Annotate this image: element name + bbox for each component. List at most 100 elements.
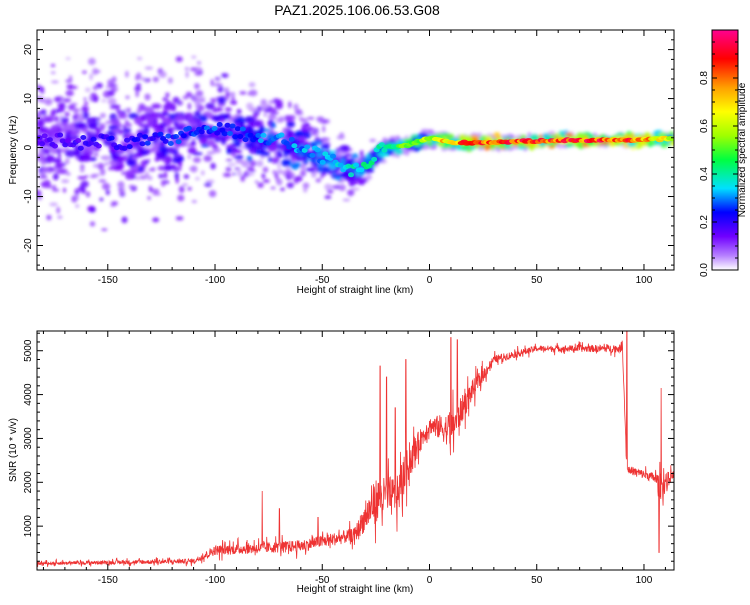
spectrogram-blob — [271, 121, 276, 129]
spectrogram-speckle — [152, 192, 162, 196]
spectrogram-ridge-cell — [221, 131, 228, 137]
y-tick-label: 1000 — [23, 515, 34, 538]
spectrogram-speckle — [79, 167, 85, 173]
spectrogram-blob — [196, 121, 203, 129]
spectrogram-speckle — [88, 57, 96, 66]
x-tick-label: 50 — [531, 575, 543, 586]
spectrogram-speckle — [82, 70, 87, 74]
spectrogram-speckle — [175, 56, 183, 62]
spectrogram-speckle — [63, 187, 66, 193]
spectrogram-blob — [268, 157, 272, 162]
spectrogram-speckle — [158, 173, 164, 179]
spectrogram-blob — [55, 161, 63, 169]
spectrogram-blob — [236, 117, 242, 122]
spectrogram-blob — [335, 176, 342, 181]
spectrogram-speckle — [99, 112, 106, 119]
spectrogram-speckle — [248, 82, 256, 88]
spectrogram-ridge-cell — [203, 125, 210, 131]
spectrogram-speckle — [205, 179, 215, 184]
spectrogram-speckle — [83, 97, 87, 101]
spectrogram-speckle — [65, 157, 70, 165]
spectrogram-speckle — [267, 114, 277, 120]
spectrogram-speckle — [89, 174, 98, 179]
spectrogram-speckle — [359, 150, 364, 158]
spectrogram-speckle — [193, 95, 198, 100]
colorbar-label: Normalized spectral amplitude — [737, 82, 748, 217]
snr-x-axis-label: Height of straight line (km) — [297, 584, 414, 595]
spectrogram-speckle — [187, 186, 192, 191]
spectrogram-speckle — [286, 182, 294, 189]
spectrogram-speckle — [167, 77, 173, 84]
spectrogram-speckle — [427, 129, 435, 133]
spectrogram-speckle — [254, 180, 259, 184]
spectrogram-blob — [328, 163, 337, 170]
spectrogram-blob — [187, 147, 197, 154]
spectrogram-blob — [188, 114, 193, 121]
spectrogram-speckle — [357, 178, 365, 186]
spectrogram-speckle — [175, 216, 184, 221]
spectrogram-ridge-cell — [198, 129, 205, 135]
x-tick-label: 50 — [531, 275, 543, 286]
spectrogram-speckle — [276, 169, 285, 174]
spectrogram-speckle — [262, 166, 269, 173]
spectrogram-speckle — [99, 197, 104, 202]
spectrogram-speckle — [260, 103, 270, 110]
spectrogram-speckle — [225, 167, 232, 172]
spectrogram-speckle — [178, 185, 185, 193]
spectrogram-blob — [320, 143, 330, 150]
spectrogram-ridge-cell — [278, 132, 285, 138]
spectrogram-speckle — [225, 91, 230, 97]
spectrogram-speckle — [151, 167, 156, 172]
snr-panel: -150 -100 -50 0 50 100 1000 2000 3000 4000 5000 He… — [8, 330, 675, 595]
spectrogram-blob — [249, 140, 258, 149]
spectrogram-blob — [174, 114, 186, 122]
spectrogram-speckle — [235, 159, 244, 164]
spectrogram-speckle — [148, 185, 152, 193]
spectrogram-ridge-cell — [227, 131, 233, 136]
spectrogram-speckle — [136, 72, 142, 80]
spectrogram-blob — [85, 131, 91, 137]
spectrogram-blob — [339, 158, 346, 164]
spectrogram-speckle — [128, 184, 135, 189]
spectrogram-speckle — [74, 188, 80, 196]
spectrogram-blob — [173, 121, 179, 127]
spectrogram-ridge-cell — [62, 142, 69, 148]
spectrogram-speckle — [144, 66, 153, 70]
spectrogram-blob — [158, 122, 167, 128]
spectrogram-speckle — [195, 176, 200, 181]
spectrogram-speckle — [191, 200, 197, 203]
spectrogram-speckle — [211, 97, 217, 105]
spectrogram-ridge-cell — [108, 135, 115, 141]
spectrogram-speckle — [234, 167, 241, 171]
spectrogram-ridge-cell — [57, 132, 64, 138]
spectrogram-speckle — [198, 96, 206, 100]
spectrogram-blob — [198, 137, 208, 145]
spectrogram-blob — [72, 108, 81, 112]
spectrogram-speckle — [240, 174, 246, 182]
spectrogram-speckle — [190, 165, 198, 173]
spectrogram-ridge-cell — [136, 132, 143, 138]
spectrogram-blob — [332, 174, 338, 178]
spectrogram-speckle — [317, 116, 325, 123]
spectrogram-speckle — [369, 138, 377, 143]
x-tick-label: -100 — [205, 575, 225, 586]
spectrogram-core-layer — [37, 122, 674, 178]
spectrogram-speckle — [51, 80, 59, 84]
spectrogram-speckle — [118, 189, 125, 195]
spectrogram-ridge-cell — [314, 147, 321, 153]
spectrogram-speckle — [326, 189, 334, 194]
spectrogram-blob — [72, 135, 81, 139]
spectrogram-ridge-cell — [64, 138, 71, 144]
spectrogram-speckle — [147, 196, 151, 200]
spectrogram-blob — [89, 157, 97, 162]
spectrogram-blob — [309, 141, 318, 147]
spectrogram-blob — [50, 146, 58, 155]
spectrogram-speckle — [98, 179, 107, 183]
spectrogram-blob — [234, 155, 244, 160]
spectrogram-blob — [45, 154, 55, 161]
spectrogram-blob — [315, 152, 323, 158]
spectrogram-speckle — [139, 77, 147, 81]
x-tick-label: -150 — [98, 275, 118, 286]
spectrogram-ridge-cell — [211, 126, 218, 131]
